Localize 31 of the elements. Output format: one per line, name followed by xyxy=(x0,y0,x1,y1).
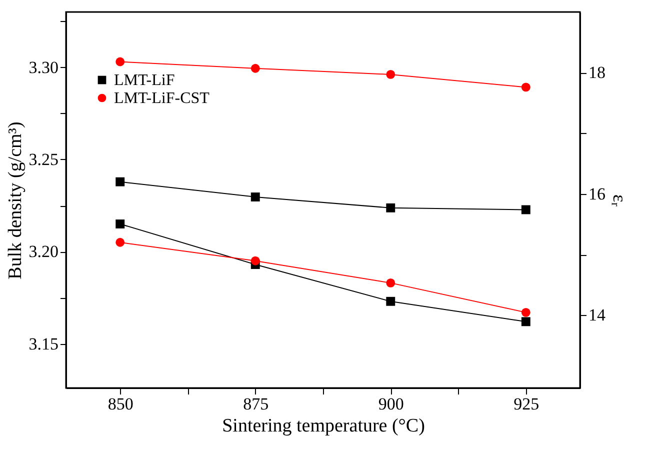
legend-label: LMT-LiF-CST xyxy=(114,90,210,107)
y-tick-label: 3.20 xyxy=(28,242,58,262)
y2-tick-label: 14 xyxy=(588,306,606,325)
y-tick-label: 3.30 xyxy=(28,58,58,77)
point xyxy=(521,317,530,326)
legend-label: LMT-LiF xyxy=(114,72,175,89)
point xyxy=(521,308,530,317)
y-tick-label: 3.25 xyxy=(28,150,58,169)
y2-tick-label: 18 xyxy=(588,63,606,82)
x-tick-label: 875 xyxy=(243,394,269,414)
y-axis-title: Bulk density (g/cm³) xyxy=(4,122,26,280)
x-axis-title: Sintering temperature (°C) xyxy=(222,416,425,436)
point xyxy=(250,192,260,202)
y-tick-label: 3.15 xyxy=(28,334,58,354)
point xyxy=(116,177,125,186)
x-tick-label: 900 xyxy=(378,394,404,414)
point xyxy=(386,296,396,306)
point xyxy=(116,57,125,66)
point xyxy=(521,205,530,214)
point xyxy=(250,64,260,73)
point xyxy=(521,82,530,92)
point xyxy=(386,70,396,79)
point xyxy=(386,203,396,212)
point xyxy=(116,238,125,247)
x-tick-label: 925 xyxy=(514,394,540,414)
point xyxy=(116,219,125,228)
y2-axis-title: εᵣ xyxy=(608,194,630,207)
x-tick-label: 850 xyxy=(108,394,134,414)
point xyxy=(250,256,260,266)
point xyxy=(386,278,396,288)
y2-tick-label: 16 xyxy=(588,184,606,204)
